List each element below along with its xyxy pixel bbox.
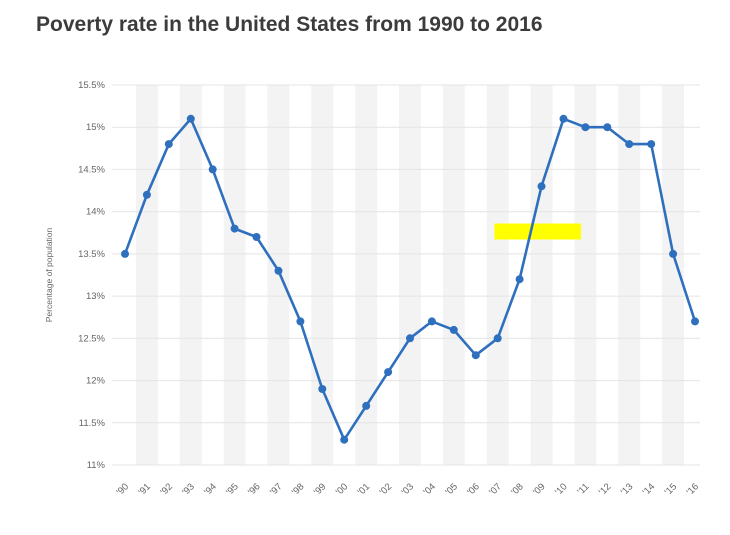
- alt-column-stripe: [662, 85, 684, 465]
- data-point-marker: [384, 368, 393, 377]
- x-tick-label: '06: [465, 481, 482, 498]
- data-point-marker: [274, 266, 283, 275]
- data-point-marker: [625, 140, 634, 149]
- data-point-marker: [362, 401, 371, 410]
- y-tick-label: 14.5%: [78, 164, 105, 175]
- y-axis-title: Percentage of population: [44, 227, 54, 322]
- data-point-marker: [471, 351, 480, 360]
- x-tick-label: '04: [422, 481, 439, 498]
- alt-column-stripe: [223, 85, 246, 465]
- data-point-marker: [559, 114, 568, 123]
- x-tick-label: '09: [531, 481, 548, 498]
- y-tick-label: 14%: [86, 207, 106, 218]
- x-tick-label: '13: [619, 481, 636, 498]
- alt-column-stripe: [399, 85, 421, 465]
- data-point-marker: [252, 233, 261, 241]
- alt-column-stripe: [486, 85, 509, 465]
- x-tick-label: '98: [290, 481, 307, 498]
- x-tick-label: '03: [400, 481, 417, 498]
- alt-column-stripe: [530, 85, 553, 465]
- x-tick-label: '99: [312, 481, 329, 498]
- data-point-marker: [230, 224, 239, 233]
- data-point-marker: [427, 317, 436, 326]
- alt-column-stripe: [136, 85, 158, 465]
- x-tick-label: '93: [180, 481, 197, 498]
- data-point-marker: [449, 325, 458, 334]
- data-point-marker: [493, 334, 502, 343]
- x-tick-label: '05: [443, 481, 460, 498]
- data-point-marker: [318, 385, 327, 393]
- x-tick-label: '00: [334, 481, 351, 498]
- y-tick-label: 15.5%: [78, 80, 105, 91]
- alt-column-stripe: [574, 85, 597, 465]
- x-tick-label: '08: [509, 481, 526, 498]
- alt-column-stripe: [179, 85, 202, 465]
- highlight-annotation: [494, 223, 581, 240]
- data-point-marker: [603, 123, 612, 132]
- x-tick-label: '12: [597, 481, 614, 498]
- x-tick-label: '15: [663, 481, 680, 498]
- y-tick-label: 13%: [86, 291, 106, 302]
- y-tick-label: 12%: [86, 376, 106, 387]
- data-point-marker: [537, 182, 546, 191]
- x-tick-label: '02: [378, 481, 395, 498]
- x-tick-label: '94: [202, 481, 219, 498]
- data-point-marker: [208, 165, 217, 174]
- x-tick-label: '07: [487, 481, 504, 498]
- data-point-marker: [581, 123, 590, 132]
- alt-column-stripe: [442, 85, 465, 465]
- x-tick-label: '11: [575, 481, 591, 497]
- x-tick-label: '01: [356, 481, 373, 498]
- y-tick-label: 11%: [87, 460, 106, 471]
- data-point-marker: [691, 317, 699, 326]
- x-tick-label: '14: [641, 481, 658, 498]
- y-tick-label: 15%: [86, 122, 106, 133]
- y-tick-label: 13.5%: [78, 249, 105, 260]
- data-point-marker: [406, 334, 414, 343]
- data-point-marker: [669, 249, 678, 258]
- x-tick-label: '95: [224, 481, 241, 498]
- data-point-marker: [142, 190, 151, 199]
- x-tick-label: '92: [158, 481, 175, 498]
- data-point-marker: [186, 114, 195, 123]
- chart-title: Poverty rate in the United States from 1…: [36, 13, 543, 36]
- data-point-marker: [647, 140, 656, 149]
- x-tick-label: '90: [115, 481, 132, 498]
- x-tick-label: '97: [268, 481, 285, 498]
- alt-column-stripe: [267, 85, 290, 465]
- data-point-marker: [515, 275, 524, 284]
- data-point-marker: [340, 435, 349, 444]
- x-tick-label: '91: [137, 481, 154, 498]
- data-point-marker: [121, 249, 129, 258]
- alt-column-stripe: [355, 85, 378, 465]
- x-tick-label: '16: [685, 481, 702, 498]
- y-tick-label: 11.5%: [79, 418, 106, 429]
- data-point-marker: [164, 140, 173, 149]
- x-tick-label: '96: [246, 481, 263, 498]
- alt-column-stripe: [618, 85, 641, 465]
- y-tick-label: 12.5%: [78, 333, 105, 344]
- data-point-marker: [296, 317, 305, 326]
- x-tick-label: '10: [553, 481, 570, 498]
